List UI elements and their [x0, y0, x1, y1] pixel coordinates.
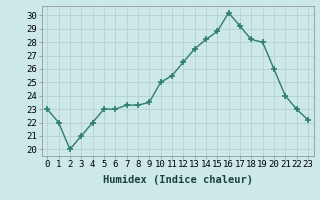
X-axis label: Humidex (Indice chaleur): Humidex (Indice chaleur) — [103, 175, 252, 185]
